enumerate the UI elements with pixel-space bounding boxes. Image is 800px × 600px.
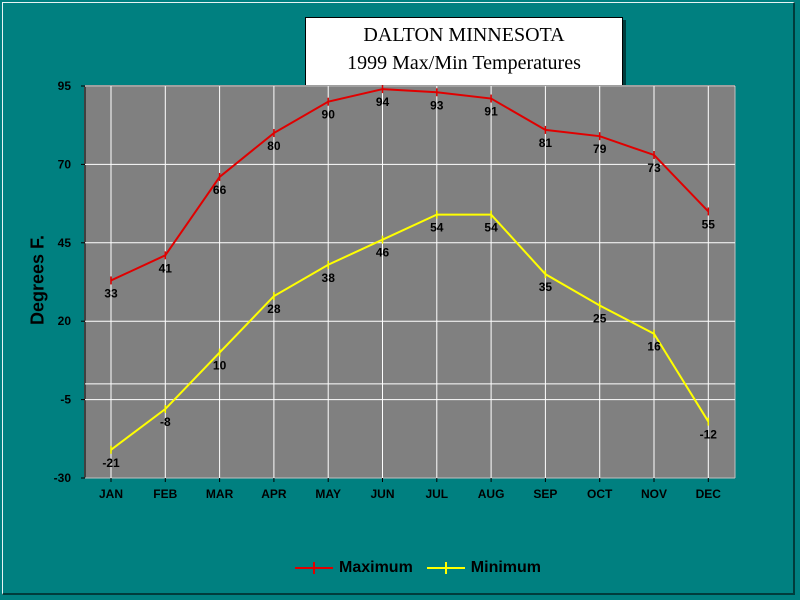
plot-area <box>85 86 735 478</box>
data-label-minimum: -21 <box>102 456 120 470</box>
data-label-minimum: 16 <box>647 340 661 354</box>
data-label-minimum: 35 <box>539 280 553 294</box>
legend-swatch-maximum <box>295 561 333 575</box>
y-tick-label: 45 <box>58 236 72 250</box>
legend-swatch-minimum <box>426 561 465 575</box>
x-tick-label: MAY <box>315 487 341 501</box>
legend-item-minimum: Minimum <box>426 559 542 577</box>
chart-title-line2: 1999 Max/Min Temperatures <box>347 52 581 74</box>
x-tick-label: DEC <box>696 487 722 501</box>
x-tick-label: SEP <box>533 487 557 501</box>
x-tick-label: JUN <box>370 487 394 501</box>
data-label-minimum: -8 <box>160 415 171 429</box>
data-label-minimum: 46 <box>376 246 390 260</box>
data-label-maximum: 66 <box>213 183 227 197</box>
data-label-maximum: 94 <box>376 95 390 109</box>
series-line-maximum <box>110 88 710 282</box>
y-tick-label: -5 <box>60 393 71 407</box>
data-label-minimum: 28 <box>267 302 281 316</box>
data-label-minimum: 38 <box>322 271 336 285</box>
y-tick-label: 70 <box>58 157 72 171</box>
y-tick-label: 95 <box>58 79 72 93</box>
data-label-maximum: 91 <box>484 105 498 119</box>
x-tick-label: APR <box>261 487 287 501</box>
data-label-maximum: 79 <box>593 142 607 156</box>
x-tick-label: NOV <box>641 487 667 501</box>
x-tick-label: JUL <box>425 487 448 501</box>
data-label-maximum: 55 <box>702 217 716 231</box>
legend-label-minimum: Minimum <box>470 559 542 576</box>
x-tick-label: OCT <box>587 487 613 501</box>
x-tick-label: AUG <box>478 487 505 501</box>
legend-item-maximum: Maximum <box>295 559 413 577</box>
x-tick-label: JAN <box>99 487 123 501</box>
data-label-maximum: 41 <box>159 261 173 275</box>
series-line-minimum <box>110 213 710 451</box>
data-label-maximum: 33 <box>104 286 118 300</box>
data-label-maximum: 73 <box>647 161 661 175</box>
data-label-minimum: 10 <box>213 359 227 373</box>
y-tick-label: 20 <box>58 314 72 328</box>
chart-frame <box>2 2 795 595</box>
legend-label-maximum: Maximum <box>339 559 413 576</box>
data-label-maximum: 90 <box>322 108 336 122</box>
y-tick-label: -30 <box>54 471 72 485</box>
x-tick-label: MAR <box>206 487 234 501</box>
chart-title-line1: DALTON MINNESOTA <box>363 24 565 46</box>
data-label-maximum: 81 <box>539 136 553 150</box>
legend: Maximum Minimum <box>295 556 541 580</box>
data-label-minimum: 54 <box>484 221 498 235</box>
data-label-minimum: 25 <box>593 312 607 326</box>
data-label-minimum: 54 <box>430 221 444 235</box>
data-label-maximum: 80 <box>267 139 281 153</box>
x-tick-label: FEB <box>153 487 177 501</box>
data-label-minimum: -12 <box>700 428 718 442</box>
data-label-maximum: 93 <box>430 98 444 112</box>
